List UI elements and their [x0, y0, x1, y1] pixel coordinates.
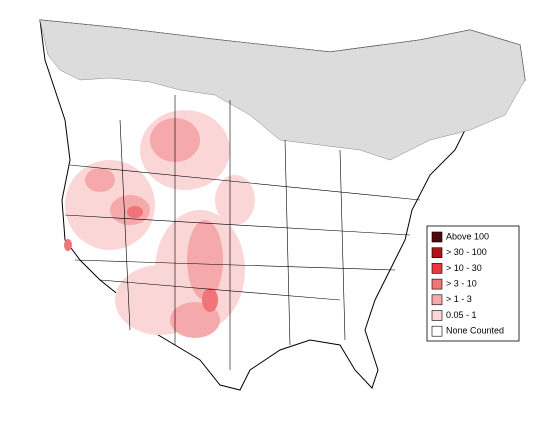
state-borders [64, 95, 421, 370]
legend-swatch [431, 247, 443, 258]
border [119, 119, 131, 331]
abundance-area [64, 239, 72, 251]
legend-label: > 30 - 100 [446, 247, 487, 257]
legend-label: > 1 - 3 [446, 294, 472, 304]
legend-box [426, 225, 520, 342]
legend-swatch [431, 231, 443, 243]
legend: Above 100 > 30 - 100 > 10 - 30 > 3 - 10 > 1 … [426, 225, 520, 342]
legend-swatch [431, 310, 443, 321]
abundance-area [187, 220, 223, 300]
legend-label: > 3 - 10 [446, 278, 477, 288]
abundance-area [202, 288, 218, 312]
border [69, 164, 421, 201]
legend-label: Above 100 [446, 231, 489, 241]
border [284, 139, 291, 346]
abundance-areas [64, 206, 218, 312]
abundance-area [85, 168, 115, 192]
abundance-area [127, 206, 143, 218]
legend-swatch [431, 294, 443, 306]
border [64, 214, 411, 236]
abundance-area [215, 175, 255, 225]
border [74, 259, 396, 271]
legend-label: 0.05 - 1 [446, 310, 477, 320]
border [99, 279, 341, 301]
legend-swatch [431, 325, 443, 337]
legend-swatch [431, 278, 443, 290]
legend-label: > 10 - 30 [446, 263, 482, 273]
no-data-region [39, 19, 526, 161]
legend-swatch [431, 263, 443, 274]
map-base [39, 19, 526, 391]
border [339, 149, 346, 341]
legend-label: None Counted [446, 326, 504, 336]
